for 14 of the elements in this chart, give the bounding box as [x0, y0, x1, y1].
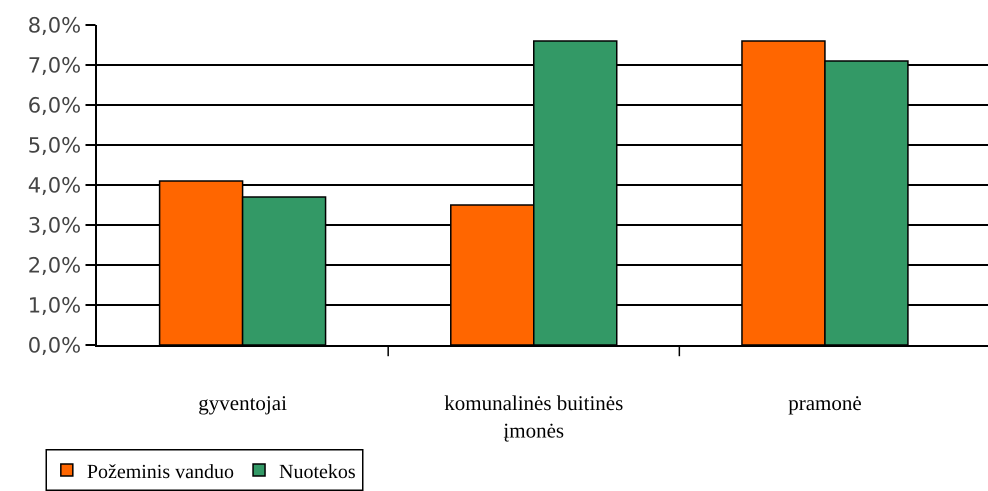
- x-tick-label: komunalinės buitinės įmonės: [444, 390, 624, 442]
- y-tick-label: 8,0%: [28, 13, 82, 38]
- y-tick-label: 7,0%: [28, 53, 82, 78]
- legend-label: Požeminis vanduo: [86, 460, 234, 483]
- y-tick-label: 5,0%: [28, 133, 82, 158]
- x-tick-label: gyventojai: [198, 390, 288, 415]
- y-tick-label: 1,0%: [28, 293, 82, 318]
- legend-label: Nuotekos: [279, 460, 356, 483]
- y-tick-label: 0,0%: [28, 333, 82, 358]
- y-tick-label: 4,0%: [28, 173, 82, 198]
- x-tick-label: pramonė: [788, 390, 862, 415]
- y-tick-label: 6,0%: [28, 93, 82, 118]
- y-tick-label: 3,0%: [28, 213, 82, 238]
- y-tick-label: 2,0%: [28, 253, 82, 278]
